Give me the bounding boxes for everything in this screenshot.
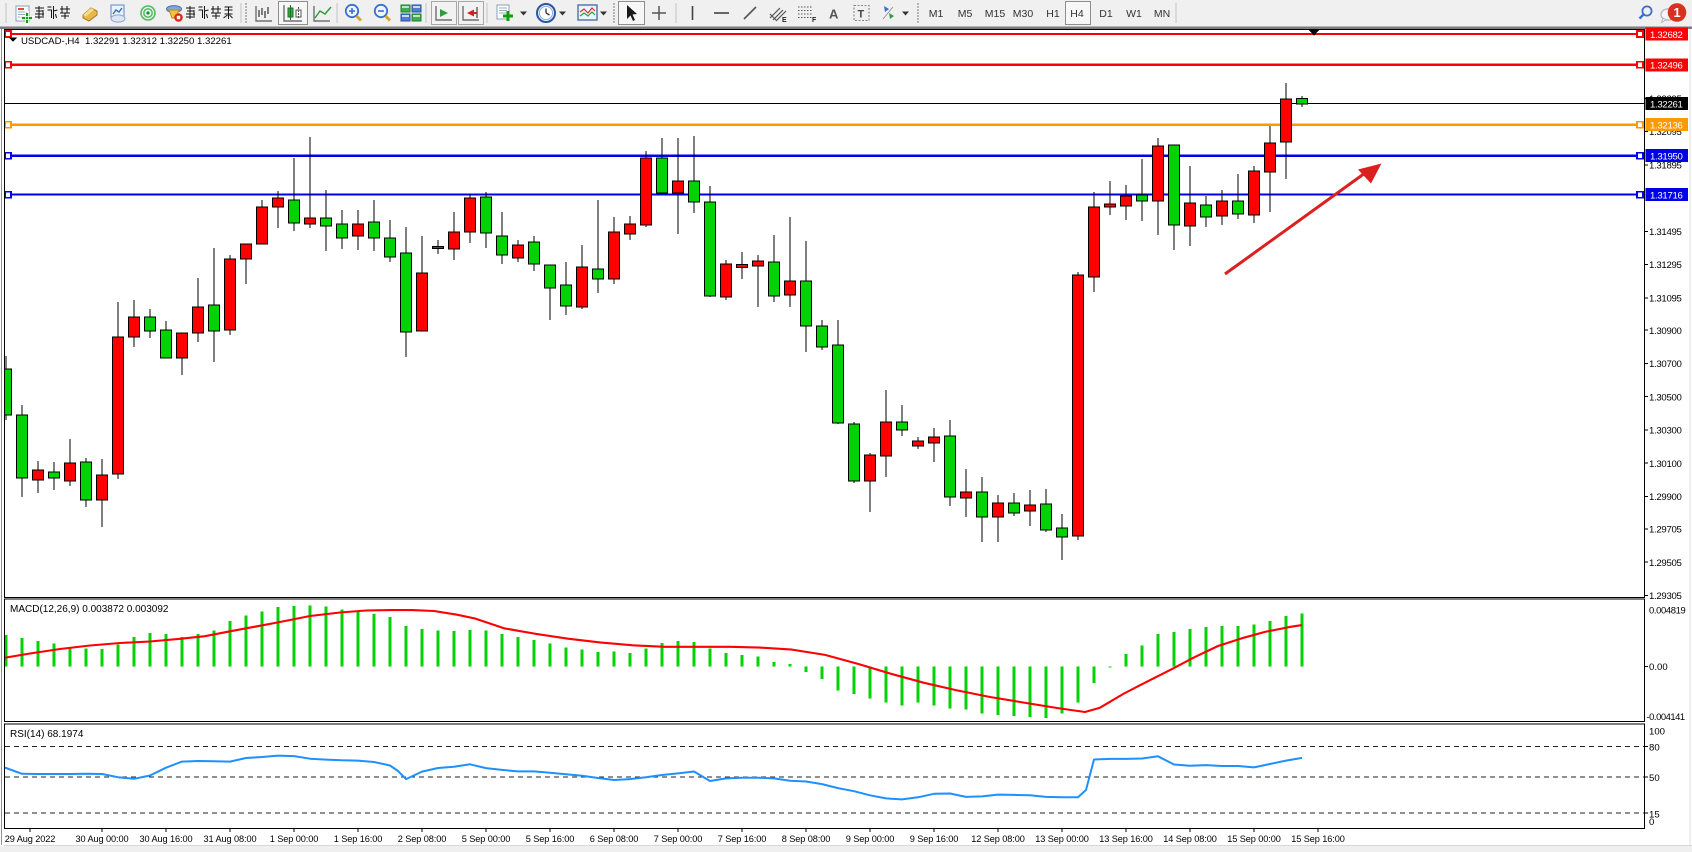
svg-text:MACD(12,26,9) 0.003872 0.00309: MACD(12,26,9) 0.003872 0.003092	[10, 604, 169, 615]
svg-text:5 Sep 00:00: 5 Sep 00:00	[462, 834, 510, 844]
svg-text:13 Sep 00:00: 13 Sep 00:00	[1035, 834, 1088, 844]
svg-text:2 Sep 08:00: 2 Sep 08:00	[398, 834, 446, 844]
svg-text:W1: W1	[1126, 8, 1142, 20]
svg-text:1.29305: 1.29305	[1649, 591, 1682, 602]
svg-text:30 Aug 00:00: 30 Aug 00:00	[76, 834, 129, 844]
svg-text:H4: H4	[1070, 8, 1084, 20]
svg-text:1: 1	[1673, 5, 1680, 20]
svg-text:1.30100: 1.30100	[1649, 459, 1682, 470]
svg-text:-0.004141: -0.004141	[1647, 711, 1685, 722]
svg-text:30 Aug 16:00: 30 Aug 16:00	[140, 834, 193, 844]
svg-text:13 Sep 16:00: 13 Sep 16:00	[1099, 834, 1152, 844]
svg-text:RSI(14) 68.1974: RSI(14) 68.1974	[10, 729, 84, 740]
svg-text:1.31095: 1.31095	[1649, 293, 1682, 304]
svg-text:1.32095: 1.32095	[1649, 127, 1682, 138]
svg-text:8 Sep 08:00: 8 Sep 08:00	[782, 834, 830, 844]
svg-text:9 Sep 00:00: 9 Sep 00:00	[846, 834, 894, 844]
svg-text:T: T	[858, 9, 865, 21]
svg-text:1.30700: 1.30700	[1649, 359, 1682, 370]
svg-text:9 Sep 16:00: 9 Sep 16:00	[910, 834, 958, 844]
svg-text:USDCAD-,H4 1.32291 1.32312 1.: USDCAD-,H4 1.32291 1.32312 1.32250 1.322…	[21, 36, 232, 47]
svg-text:29 Aug 2022: 29 Aug 2022	[5, 834, 56, 844]
svg-text:7 Sep 16:00: 7 Sep 16:00	[718, 834, 766, 844]
svg-text:1 Sep 00:00: 1 Sep 00:00	[270, 834, 318, 844]
svg-text:15 Sep 00:00: 15 Sep 00:00	[1227, 834, 1280, 844]
svg-text:1.29505: 1.29505	[1649, 558, 1682, 569]
svg-text:D1: D1	[1099, 8, 1113, 20]
svg-text:H1: H1	[1046, 8, 1060, 20]
svg-text:1.32682: 1.32682	[1650, 30, 1683, 41]
svg-text:M5: M5	[958, 8, 973, 20]
svg-text:1 Sep 16:00: 1 Sep 16:00	[334, 834, 382, 844]
svg-text:1.30300: 1.30300	[1649, 426, 1682, 437]
svg-text:1.31295: 1.31295	[1649, 260, 1682, 271]
svg-text:1.29900: 1.29900	[1649, 492, 1682, 503]
svg-text:6 Sep 08:00: 6 Sep 08:00	[590, 834, 638, 844]
svg-text:0: 0	[1649, 817, 1654, 828]
svg-text:1.31495: 1.31495	[1649, 227, 1682, 238]
svg-text:1.30900: 1.30900	[1649, 326, 1682, 337]
svg-text:1.31716: 1.31716	[1650, 190, 1683, 201]
svg-text:1.32136: 1.32136	[1650, 121, 1683, 132]
svg-text:M30: M30	[1013, 8, 1034, 20]
svg-text:1.32261: 1.32261	[1650, 99, 1683, 110]
svg-text:1.32496: 1.32496	[1650, 61, 1683, 72]
svg-text:1.30500: 1.30500	[1649, 392, 1682, 403]
svg-text:0.004819: 0.004819	[1649, 605, 1685, 616]
svg-text:15 Sep 16:00: 15 Sep 16:00	[1291, 834, 1344, 844]
svg-text:1.31950: 1.31950	[1650, 152, 1683, 163]
svg-text:MN: MN	[1154, 8, 1170, 20]
svg-text:M15: M15	[985, 8, 1006, 20]
svg-text:50: 50	[1649, 773, 1660, 784]
svg-text:0.00: 0.00	[1649, 662, 1668, 673]
svg-text:M1: M1	[929, 8, 944, 20]
svg-text:7 Sep 00:00: 7 Sep 00:00	[654, 834, 702, 844]
svg-text:A: A	[829, 7, 839, 22]
svg-text:5 Sep 16:00: 5 Sep 16:00	[526, 834, 574, 844]
svg-text:14 Sep 08:00: 14 Sep 08:00	[1163, 834, 1216, 844]
svg-text:80: 80	[1649, 743, 1660, 754]
svg-text:12 Sep 08:00: 12 Sep 08:00	[971, 834, 1024, 844]
svg-text:E: E	[782, 17, 787, 24]
svg-text:F: F	[812, 17, 817, 24]
svg-text:1.29705: 1.29705	[1649, 525, 1682, 536]
svg-text:31 Aug 08:00: 31 Aug 08:00	[204, 834, 257, 844]
svg-text:15: 15	[1649, 810, 1660, 821]
svg-text:100: 100	[1649, 727, 1665, 738]
svg-text:1.31895: 1.31895	[1649, 160, 1682, 171]
